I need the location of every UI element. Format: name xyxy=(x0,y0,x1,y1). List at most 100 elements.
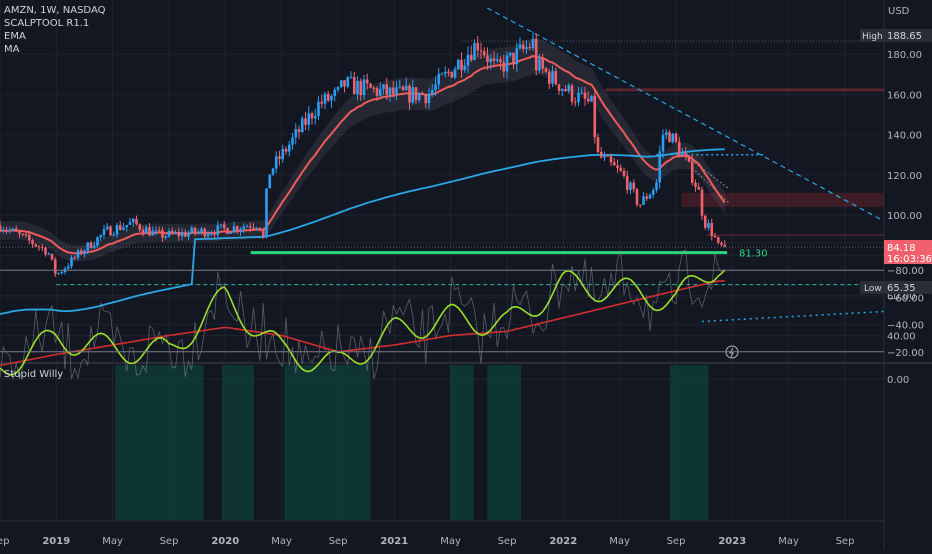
candle-body xyxy=(242,226,246,230)
candle-body xyxy=(5,230,8,232)
candle-body xyxy=(99,235,103,238)
candle-body xyxy=(427,94,431,104)
chart-legend: AMZN, 1W, NASDAQ SCALPTOOL R1.1 EMA MA xyxy=(4,4,106,56)
candle-body xyxy=(473,43,476,61)
candle-body xyxy=(440,73,444,75)
osc-tick-label: −20.00 xyxy=(887,348,924,359)
candle-body xyxy=(287,144,291,152)
candle-body xyxy=(365,79,369,84)
candle-body xyxy=(716,237,720,243)
candle-body xyxy=(463,65,467,71)
candle-body xyxy=(105,226,109,230)
time-tick-label: Sep xyxy=(329,536,348,547)
candle-body xyxy=(31,240,34,245)
candle-body xyxy=(512,52,515,64)
candle-body xyxy=(323,93,327,104)
candle-body xyxy=(424,94,428,104)
candle-body xyxy=(502,62,506,72)
candle-body xyxy=(583,92,587,99)
candle-body xyxy=(76,250,80,258)
oscillator-zone xyxy=(669,365,709,520)
oscillator-zone xyxy=(221,365,255,520)
candle-body xyxy=(499,59,502,63)
candle-body xyxy=(222,224,226,229)
candle-body xyxy=(200,228,203,232)
candle-body xyxy=(391,87,395,95)
candle-body xyxy=(518,44,522,49)
candle-body xyxy=(122,227,125,230)
candle-body xyxy=(599,151,603,158)
candle-body xyxy=(174,231,177,234)
time-tick-label: 2022 xyxy=(549,536,577,547)
candle-body xyxy=(151,230,155,236)
candle-body xyxy=(645,196,649,199)
candle-body xyxy=(154,230,158,232)
candle-body xyxy=(304,118,307,125)
candle-body xyxy=(528,47,532,49)
time-tick-label: Sep xyxy=(498,536,517,547)
candle-body xyxy=(453,69,457,78)
candle-body xyxy=(606,155,610,157)
candle-body xyxy=(131,218,135,223)
time-tick-label: 2023 xyxy=(718,536,746,547)
time-tick-label: May xyxy=(440,536,461,547)
candle-body xyxy=(164,236,168,238)
candle-body xyxy=(508,52,512,56)
candle-body xyxy=(710,222,714,237)
symbol-label[interactable]: AMZN, 1W, NASDAQ xyxy=(4,5,106,16)
projection-line xyxy=(701,310,885,323)
candle-body xyxy=(118,225,122,230)
candle-body xyxy=(89,242,93,249)
candle-body xyxy=(554,70,558,85)
candle-body xyxy=(336,87,340,90)
candle-body xyxy=(170,230,174,234)
low-badge-label: Low xyxy=(864,284,882,294)
candle-body xyxy=(489,58,493,62)
time-tick-label: 2021 xyxy=(380,536,408,547)
candle-body xyxy=(651,190,655,195)
resistance-zone xyxy=(605,88,884,92)
candle-body xyxy=(265,188,268,237)
candle-body xyxy=(687,155,691,162)
candle-body xyxy=(21,233,25,235)
high-value-badge xyxy=(884,29,932,42)
low-value-badge xyxy=(884,281,932,294)
candle-body xyxy=(14,228,18,232)
candle-body xyxy=(447,71,450,73)
candle-body xyxy=(245,226,249,228)
indicator-ema[interactable]: EMA xyxy=(4,31,26,42)
oscillator-raw-line xyxy=(0,249,725,380)
candle-body xyxy=(622,170,626,176)
candle-body xyxy=(278,156,281,160)
candle-body xyxy=(638,204,642,206)
candle-body xyxy=(226,228,229,234)
candle-body xyxy=(310,113,314,119)
time-tick-label: May xyxy=(102,536,123,547)
oscillator-fast-line xyxy=(0,269,726,376)
candle-body xyxy=(531,38,535,49)
candle-body xyxy=(612,162,616,166)
candle-body xyxy=(632,182,636,190)
candle-body xyxy=(284,148,288,152)
candle-body xyxy=(307,113,311,125)
price-tick-label: 120.00 xyxy=(887,171,922,182)
candle-body xyxy=(505,55,509,72)
candle-body xyxy=(629,182,632,191)
candle-body xyxy=(352,76,356,95)
candle-body xyxy=(616,165,619,168)
indicator-ma[interactable]: MA xyxy=(4,44,20,55)
candle-body xyxy=(138,224,142,230)
candle-body xyxy=(401,86,405,91)
indicator-scalptool[interactable]: SCALPTOOL R1.1 xyxy=(4,18,90,29)
oscillator-title[interactable]: Stupid Willy xyxy=(4,369,64,380)
price-tick-label: 60.00 xyxy=(887,291,916,302)
candle-body xyxy=(203,228,207,237)
candle-body xyxy=(681,152,684,156)
candle-body xyxy=(47,253,51,255)
candle-body xyxy=(690,161,694,183)
candle-body xyxy=(183,232,187,237)
osc-tick-label: −60.00 xyxy=(887,293,924,304)
candle-body xyxy=(521,44,525,49)
candle-body xyxy=(206,234,210,237)
